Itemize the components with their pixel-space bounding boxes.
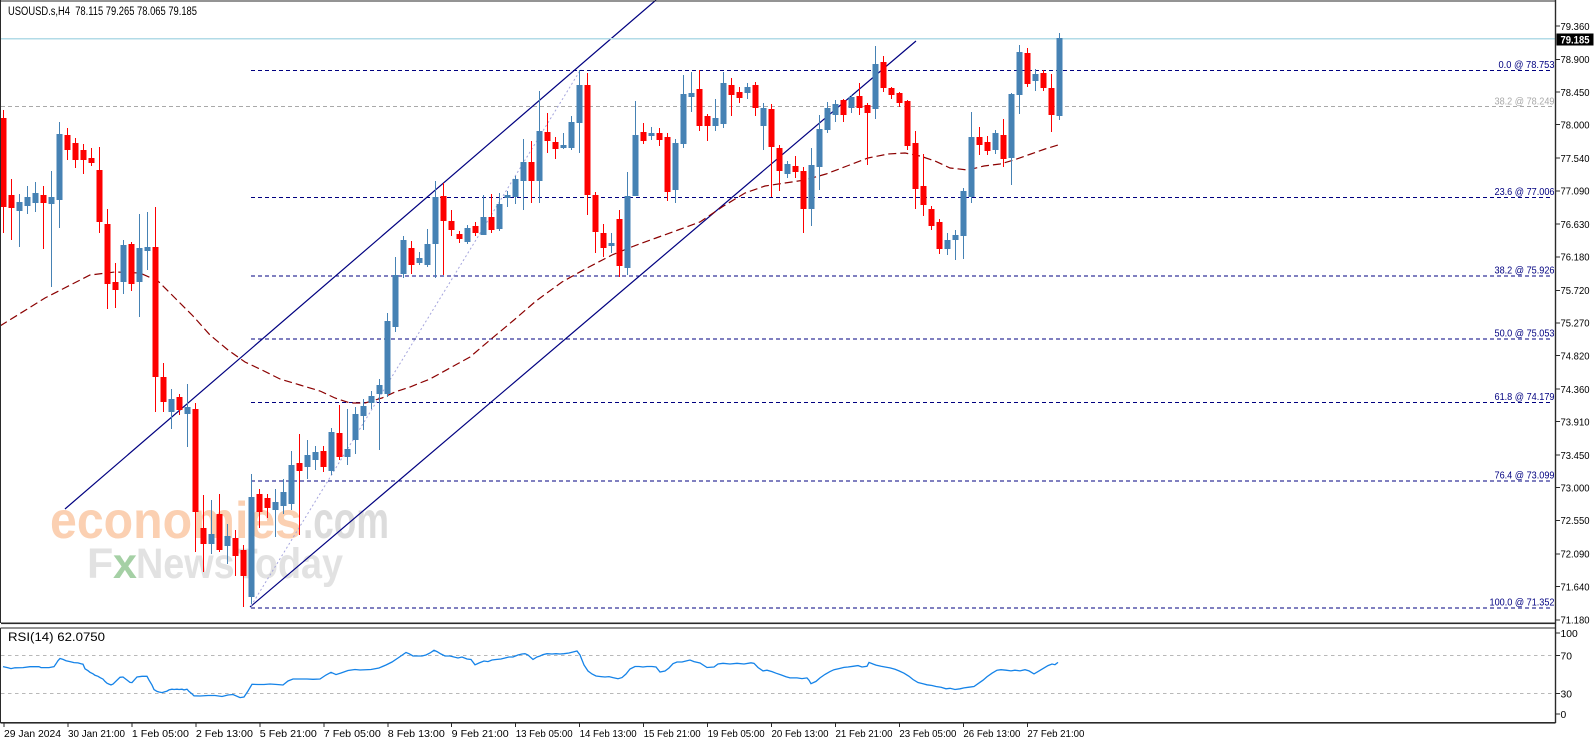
- svg-text:75.270: 75.270: [1561, 319, 1590, 330]
- svg-text:RSI(14) 62.0750: RSI(14) 62.0750: [8, 630, 105, 644]
- svg-text:23 Feb 05:00: 23 Feb 05:00: [899, 729, 956, 740]
- svg-text:7 Feb 05:00: 7 Feb 05:00: [324, 729, 381, 740]
- svg-text:71.180: 71.180: [1561, 616, 1590, 627]
- svg-text:30: 30: [1561, 689, 1573, 700]
- svg-text:21 Feb 21:00: 21 Feb 21:00: [836, 729, 893, 740]
- svg-text:77.090: 77.090: [1561, 187, 1590, 198]
- svg-text:100: 100: [1561, 629, 1578, 640]
- svg-text:79.185: 79.185: [1561, 34, 1590, 46]
- svg-text:100.0 @ 71.352: 100.0 @ 71.352: [1490, 596, 1555, 608]
- svg-text:76.630: 76.630: [1561, 220, 1590, 231]
- svg-text:79.360: 79.360: [1561, 22, 1590, 33]
- svg-text:2 Feb 13:00: 2 Feb 13:00: [196, 729, 253, 740]
- svg-text:29 Jan 2024: 29 Jan 2024: [4, 729, 61, 740]
- svg-text:30 Jan 21:00: 30 Jan 21:00: [68, 729, 125, 740]
- svg-text:70: 70: [1561, 651, 1573, 662]
- svg-text:38.2 @ 75.926: 38.2 @ 75.926: [1495, 264, 1555, 276]
- svg-text:76.180: 76.180: [1561, 253, 1590, 264]
- svg-text:9 Feb 21:00: 9 Feb 21:00: [452, 729, 509, 740]
- svg-text:75.720: 75.720: [1561, 286, 1590, 297]
- svg-text:78.000: 78.000: [1561, 121, 1590, 132]
- svg-text:61.8 @ 74.179: 61.8 @ 74.179: [1495, 391, 1555, 403]
- svg-text:38.2 @ 78.249: 38.2 @ 78.249: [1495, 96, 1555, 108]
- svg-text:F: F: [87, 540, 113, 588]
- svg-text:78.450: 78.450: [1561, 88, 1590, 99]
- svg-text:8 Feb 13:00: 8 Feb 13:00: [388, 729, 445, 740]
- svg-text:27 Feb 21:00: 27 Feb 21:00: [1027, 729, 1084, 740]
- svg-text:5 Feb 21:00: 5 Feb 21:00: [260, 729, 317, 740]
- svg-text:72.550: 72.550: [1561, 516, 1590, 527]
- svg-text:50.0 @ 75.053: 50.0 @ 75.053: [1495, 328, 1555, 340]
- svg-text:NewsToday: NewsToday: [136, 540, 343, 588]
- svg-text:0: 0: [1561, 710, 1567, 721]
- svg-text:72.090: 72.090: [1561, 550, 1590, 561]
- svg-text:13 Feb 05:00: 13 Feb 05:00: [516, 729, 573, 740]
- svg-text:74.360: 74.360: [1561, 385, 1590, 396]
- svg-text:23.6 @ 77.006: 23.6 @ 77.006: [1495, 186, 1555, 198]
- svg-text:14 Feb 13:00: 14 Feb 13:00: [580, 729, 637, 740]
- svg-text:74.820: 74.820: [1561, 351, 1590, 362]
- svg-text:76.4 @ 73.099: 76.4 @ 73.099: [1495, 470, 1555, 482]
- svg-text:15 Feb 21:00: 15 Feb 21:00: [644, 729, 701, 740]
- svg-text:20 Feb 13:00: 20 Feb 13:00: [772, 729, 829, 740]
- svg-text:0.0 @ 78.753: 0.0 @ 78.753: [1499, 59, 1555, 71]
- svg-text:26 Feb 13:00: 26 Feb 13:00: [963, 729, 1020, 740]
- svg-text:USOUSD.s,H4 78.115 79.265 78.: USOUSD.s,H4 78.115 79.265 78.065 79.185: [8, 4, 197, 18]
- svg-text:73.450: 73.450: [1561, 451, 1590, 462]
- svg-text:73.000: 73.000: [1561, 484, 1590, 495]
- svg-text:1 Feb 05:00: 1 Feb 05:00: [132, 729, 189, 740]
- svg-text:x: x: [113, 540, 137, 588]
- svg-text:73.910: 73.910: [1561, 418, 1590, 429]
- svg-text:71.640: 71.640: [1561, 582, 1590, 593]
- svg-text:78.900: 78.900: [1561, 55, 1590, 66]
- svg-text:77.540: 77.540: [1561, 154, 1590, 165]
- svg-text:19 Feb 05:00: 19 Feb 05:00: [708, 729, 765, 740]
